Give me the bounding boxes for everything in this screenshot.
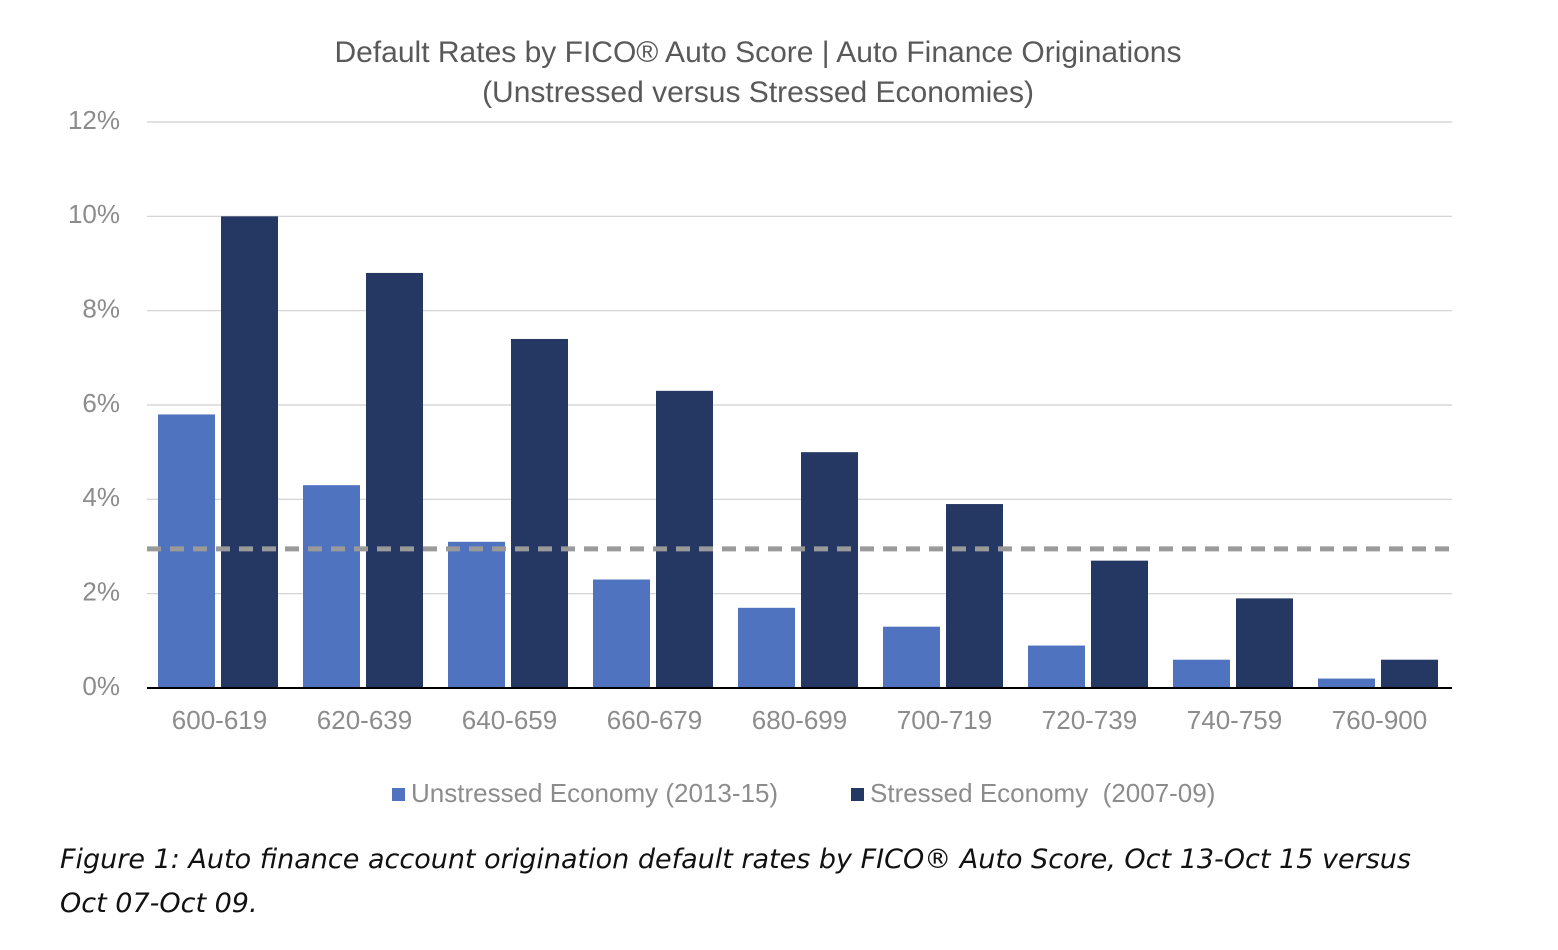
bar (1173, 659, 1230, 688)
x-tick-label: 600-619 (172, 705, 267, 735)
bar (221, 216, 278, 689)
bar (656, 390, 713, 688)
y-tick-label: 10% (68, 199, 120, 229)
bar (1318, 678, 1375, 688)
chart: Default Rates by FICO® Auto Score | Auto… (68, 36, 1452, 808)
chart-title: Default Rates by FICO® Auto Score | Auto… (335, 36, 1182, 69)
y-tick-label: 2% (82, 577, 120, 607)
x-tick-label: 720-739 (1042, 705, 1137, 735)
y-tick-label: 8% (82, 294, 120, 324)
y-tick-label: 6% (82, 388, 120, 418)
bar (1091, 560, 1148, 688)
x-tick-label: 740-759 (1187, 705, 1282, 735)
bar (593, 579, 650, 688)
caption: Figure 1: Auto finance account originati… (60, 844, 1411, 919)
legend-label: Unstressed Economy (2013-15) (411, 778, 778, 808)
y-tick-label: 4% (82, 482, 120, 512)
bar (738, 607, 795, 688)
bar (1028, 645, 1085, 688)
x-tick-label: 680-699 (752, 705, 847, 735)
x-tick-label: 620-639 (317, 705, 412, 735)
bar (801, 452, 858, 688)
bar (1236, 598, 1293, 688)
x-tick-label: 700-719 (897, 705, 992, 735)
bar (366, 272, 423, 688)
bar (883, 626, 940, 688)
bar (448, 541, 505, 688)
x-tick-label: 660-679 (607, 705, 702, 735)
bar (511, 338, 568, 688)
bar (303, 485, 360, 688)
bar (946, 504, 1003, 688)
y-tick-label: 0% (82, 671, 120, 701)
y-tick-label: 12% (68, 105, 120, 135)
bar (1381, 659, 1438, 688)
legend-label: Stressed Economy (2007-09) (870, 778, 1215, 808)
x-tick-label: 760-900 (1332, 705, 1427, 735)
legend-swatch (851, 788, 864, 801)
legend-swatch (392, 788, 405, 801)
chart-subtitle: (Unstressed versus Stressed Economies) (482, 76, 1034, 109)
x-tick-label: 640-659 (462, 705, 557, 735)
